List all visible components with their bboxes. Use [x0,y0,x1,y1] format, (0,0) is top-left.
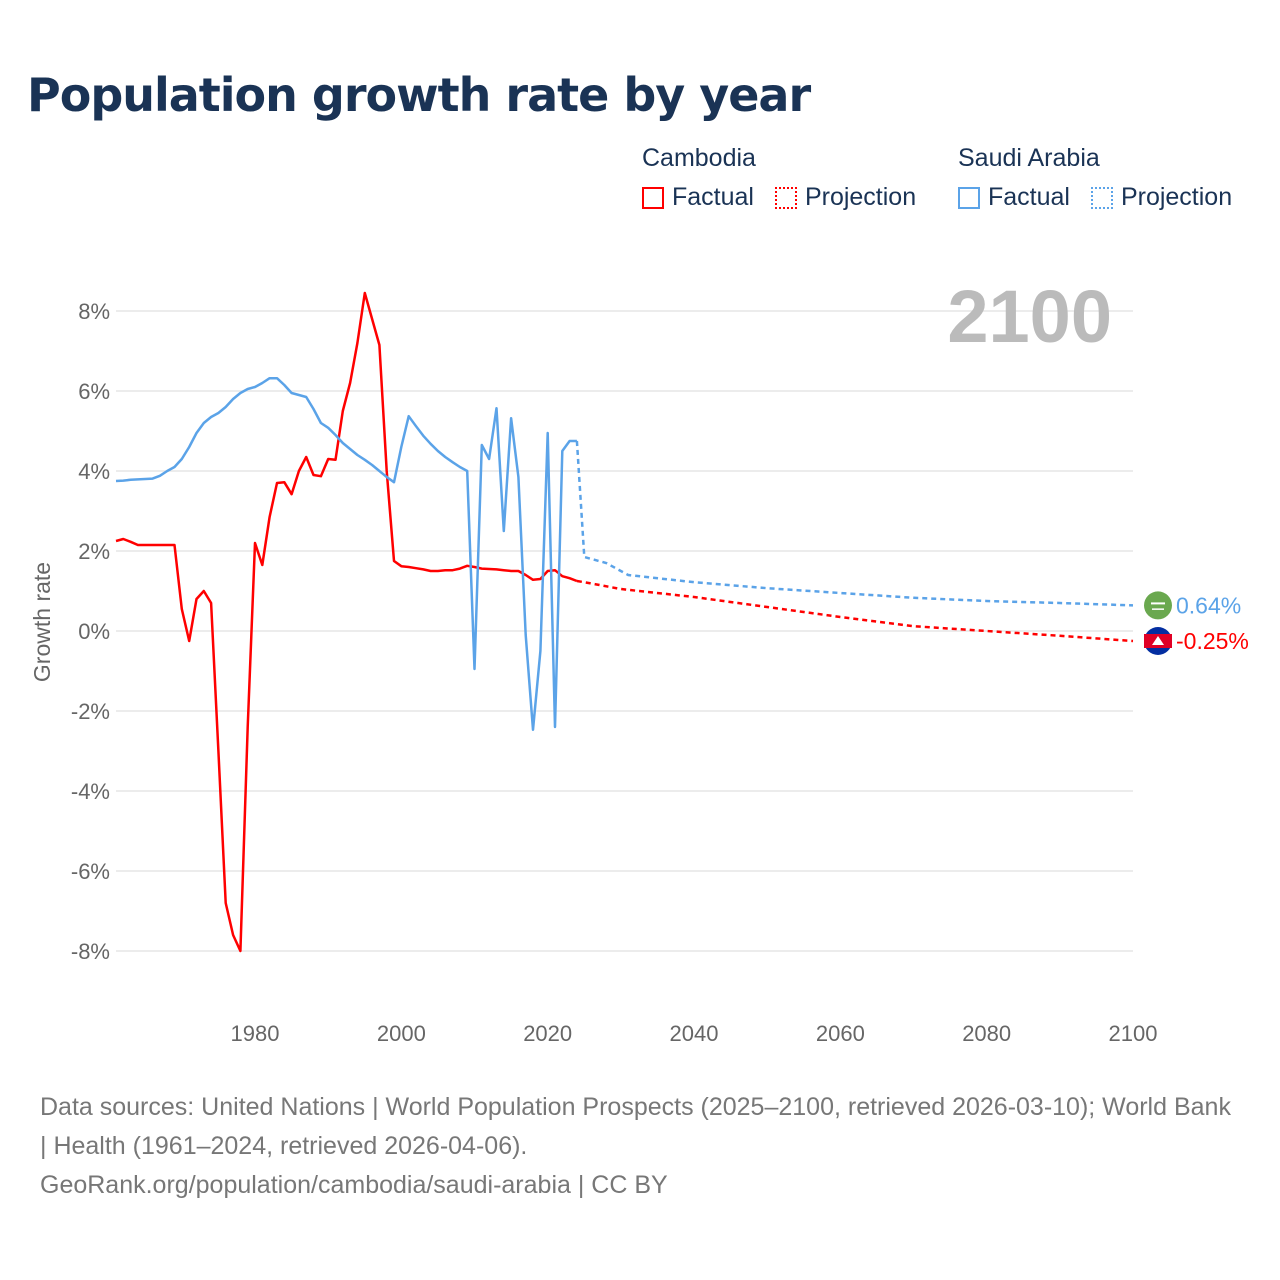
legend-label: Factual [988,183,1070,211]
flag-circle [1144,591,1172,620]
legend-title: Saudi Arabia [958,144,1100,172]
x-tick-label: 2000 [377,1021,426,1046]
source-link[interactable]: GeoRank.org/population/cambodia/saudi-ar… [40,1171,668,1199]
legend-item-factual[interactable]: Factual [642,183,754,212]
y-axis-label: Growth rate [29,562,55,682]
page-title: Population growth rate by year [27,68,811,122]
legend-saudi-arabia: Saudi Arabia Factual Projection [958,144,1246,216]
legend-label: Factual [672,183,754,211]
x-tick-label: 2100 [1109,1021,1158,1046]
cambodia-end-label: -0.25% [1176,628,1249,654]
cambodia-projection-line [576,579,1134,643]
saudi-arabia-projection-line [575,440,1134,607]
y-tick-label: -2% [71,699,110,724]
flag-sword [1152,608,1164,610]
legend-swatch-solid-icon [642,186,664,209]
legend-item-factual[interactable]: Factual [958,183,1070,212]
cambodia-flag-icon [1144,627,1172,655]
y-tick-label: 0% [78,619,110,644]
x-tick-label: 2060 [816,1021,865,1046]
y-tick-label: 4% [78,459,110,484]
legend-item-projection[interactable]: Projection [1090,183,1233,212]
flag-script [1151,602,1165,605]
y-tick-label: -8% [71,939,110,964]
data-sources: Data sources: United Nations | World Pop… [40,1093,1231,1160]
legend-swatch-dotted-icon [1090,186,1113,209]
footer: Data sources: United Nations | World Pop… [40,1088,1240,1205]
y-tick-label: 6% [78,379,110,404]
cambodia-factual-line [115,291,578,953]
legend-label: Projection [1120,183,1233,211]
flag-temple [1152,636,1164,645]
legend-label: Projection [804,183,917,211]
legend-swatch-dotted-icon [774,186,797,209]
y-tick-label: -6% [71,859,110,884]
legend-item-projection[interactable]: Projection [774,183,917,212]
y-tick-label: 2% [78,539,110,564]
y-tick-label: -4% [71,779,110,804]
saudi-arabia-end-label: 0.64% [1176,592,1241,618]
year-label: 2100 [947,275,1112,358]
legend-swatch-solid-icon [958,186,980,209]
saudi-arabia-flag-icon [1144,591,1172,620]
x-tick-label: 1980 [231,1021,280,1046]
legend-title: Cambodia [642,144,756,172]
legend-cambodia: Cambodia Factual Projection [642,144,930,216]
x-tick-label: 2020 [523,1021,572,1046]
x-tick-label: 2080 [962,1021,1011,1046]
x-tick-label: 2040 [670,1021,719,1046]
saudi-arabia-factual-line [115,376,577,732]
y-tick-label: 8% [78,299,110,324]
